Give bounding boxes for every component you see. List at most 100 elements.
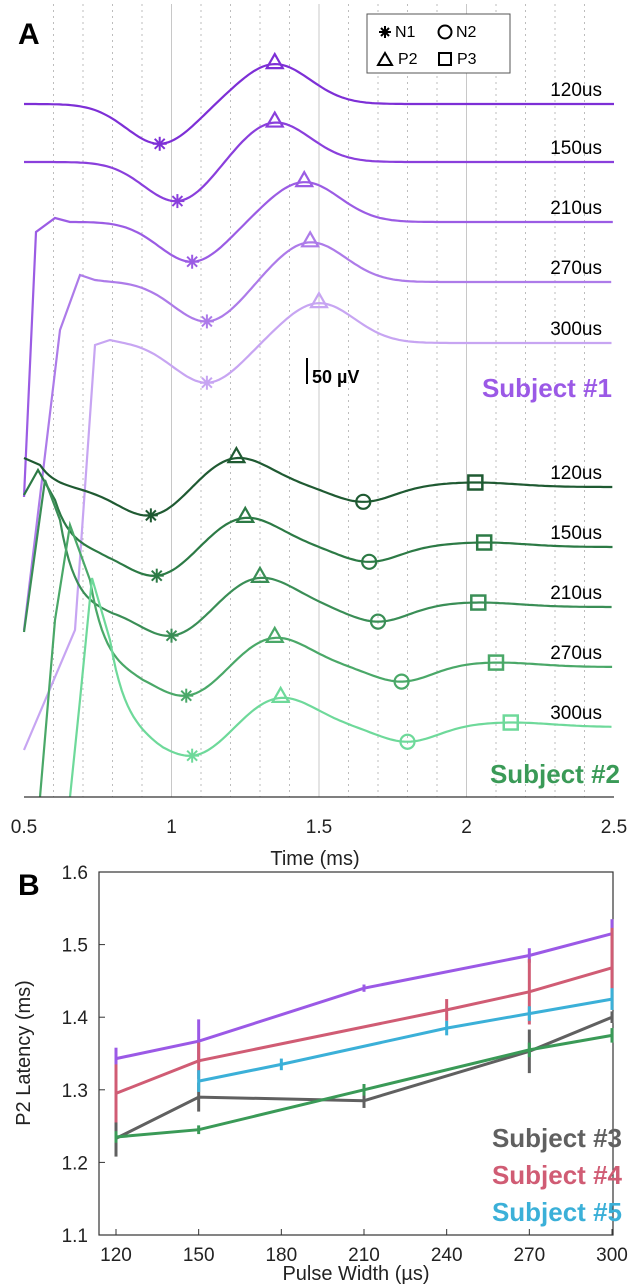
- x-tick-label: 180: [265, 1245, 297, 1266]
- n2-marker: [361, 553, 378, 570]
- x-tick-label: 2: [461, 817, 472, 838]
- legend-entry: Subject #3: [492, 1123, 622, 1153]
- scale-bar-label: 50 µV: [312, 367, 359, 387]
- trace-label: 210us: [550, 198, 602, 219]
- series-line: [198, 997, 613, 1083]
- legend-p3-label: P3: [457, 51, 477, 68]
- panel-b-y-ticks: 1.1 1.2 1.3 1.4 1.5 1.6: [62, 863, 105, 1247]
- panel-a-trace-labels: 120us 150us 210us 270us 300us 120us 150us 210us…: [550, 80, 602, 724]
- panel-b-x-ticks: 120 150 180 210 240 270 300: [100, 1229, 628, 1266]
- subject-2-label: Subject #2: [490, 759, 620, 789]
- x-tick-label: 2.5: [601, 817, 627, 838]
- trace-line: [23, 456, 613, 517]
- panel-b: B 1.1 1.2 1.3 1.4 1.5 1.6 120 150 180 210 240 270 3…: [13, 863, 628, 1285]
- panel-a-legend: N1 N2 P2 P3: [366, 13, 511, 74]
- panel-b-series: [114, 919, 614, 1157]
- n1-marker: [152, 136, 167, 151]
- trace-label: 300us: [550, 319, 602, 340]
- trace-label: 120us: [550, 463, 602, 484]
- x-tick-label: 240: [431, 1245, 463, 1266]
- x-tick-label: 150: [183, 1245, 215, 1266]
- p2-marker: [300, 230, 321, 248]
- n2-marker: [393, 673, 410, 690]
- panel-a-x-axis-label: Time (ms): [270, 848, 359, 870]
- trace-label: 150us: [550, 138, 602, 159]
- trace-line: [22, 301, 612, 751]
- p2-marker: [226, 445, 247, 464]
- series-line: [115, 932, 613, 1061]
- y-tick-label: 1.4: [62, 1008, 89, 1029]
- trace-line: [22, 241, 612, 631]
- legend-entry: Subject #5: [492, 1197, 622, 1227]
- series-line: [115, 1015, 613, 1140]
- y-tick-label: 1.6: [62, 863, 88, 884]
- x-tick-label: 300: [596, 1245, 628, 1266]
- trace-line: [22, 479, 612, 637]
- legend-entry: Subject #4: [492, 1160, 623, 1190]
- n1-marker: [179, 688, 194, 703]
- scale-bar: 50 µV: [306, 358, 359, 387]
- n1-marker: [185, 254, 200, 269]
- panel-a-traces: [22, 62, 614, 798]
- panel-b-x-axis-label: Pulse Width (µs): [282, 1263, 429, 1285]
- x-tick-label: 0.5: [11, 817, 37, 838]
- legend-n2-marker-icon: [437, 24, 453, 40]
- trace-label: 210us: [550, 583, 602, 604]
- y-tick-label: 1.2: [62, 1153, 88, 1174]
- trace-line: [23, 467, 613, 577]
- legend-n2-label: N2: [456, 24, 477, 41]
- y-tick-label: 1.5: [62, 936, 88, 957]
- n1-marker: [149, 568, 164, 583]
- trace-label: 120us: [550, 80, 602, 101]
- p2-marker: [294, 169, 315, 188]
- trace-line: [24, 121, 614, 203]
- panel-a-markers: [143, 51, 519, 763]
- p2-marker: [270, 685, 291, 703]
- p3-marker: [502, 714, 519, 731]
- trace-label: 270us: [550, 643, 602, 664]
- panel-a-gridlines: [53, 4, 585, 797]
- y-tick-label: 1.1: [62, 1226, 88, 1247]
- trace-label: 150us: [550, 523, 602, 544]
- n2-marker: [355, 493, 372, 510]
- legend-n1-marker-icon: [379, 26, 391, 38]
- legend-n1-label: N1: [395, 24, 416, 41]
- y-tick-label: 1.3: [62, 1081, 88, 1102]
- x-tick-label: 1.5: [306, 817, 332, 838]
- panel-b-letter: B: [18, 869, 40, 902]
- p3-marker: [475, 534, 493, 551]
- legend-p2-label: P2: [398, 51, 418, 68]
- p2-marker: [264, 110, 285, 128]
- trace-label: 270us: [550, 258, 602, 279]
- x-tick-label: 120: [100, 1245, 132, 1266]
- n1-marker: [199, 375, 214, 390]
- p2-marker: [264, 625, 285, 643]
- x-tick-label: 1: [166, 817, 177, 838]
- n1-marker: [143, 508, 158, 523]
- panel-b-plot-frame: [98, 871, 614, 1236]
- x-tick-label: 270: [513, 1245, 545, 1266]
- n1-marker: [164, 628, 179, 643]
- n1-marker: [170, 194, 185, 209]
- p2-marker: [264, 51, 285, 70]
- x-tick-label: 210: [348, 1245, 380, 1266]
- legend-p2-marker-icon: [376, 51, 394, 66]
- subject-1-label: Subject #1: [482, 373, 612, 403]
- n1-marker: [199, 314, 214, 329]
- trace-label: 300us: [550, 703, 602, 724]
- panel-b-y-axis-label: P2 Latency (ms): [13, 980, 35, 1126]
- n2-marker: [369, 613, 387, 630]
- panel-a: A 120us150us210us270us300us120us150us210…: [11, 4, 627, 870]
- p2-marker: [309, 290, 329, 309]
- p3-marker: [487, 654, 505, 671]
- trace-line: [38, 520, 613, 798]
- legend-p3-marker-icon: [438, 52, 452, 66]
- trace-line: [22, 181, 613, 498]
- n1-marker: [185, 748, 200, 763]
- panel-b-legend: Subject #3 Subject #4 Subject #5: [492, 1123, 623, 1227]
- p3-marker: [467, 474, 484, 491]
- panel-a-letter: A: [18, 18, 40, 51]
- p3-marker: [470, 594, 487, 611]
- n2-marker: [399, 733, 416, 750]
